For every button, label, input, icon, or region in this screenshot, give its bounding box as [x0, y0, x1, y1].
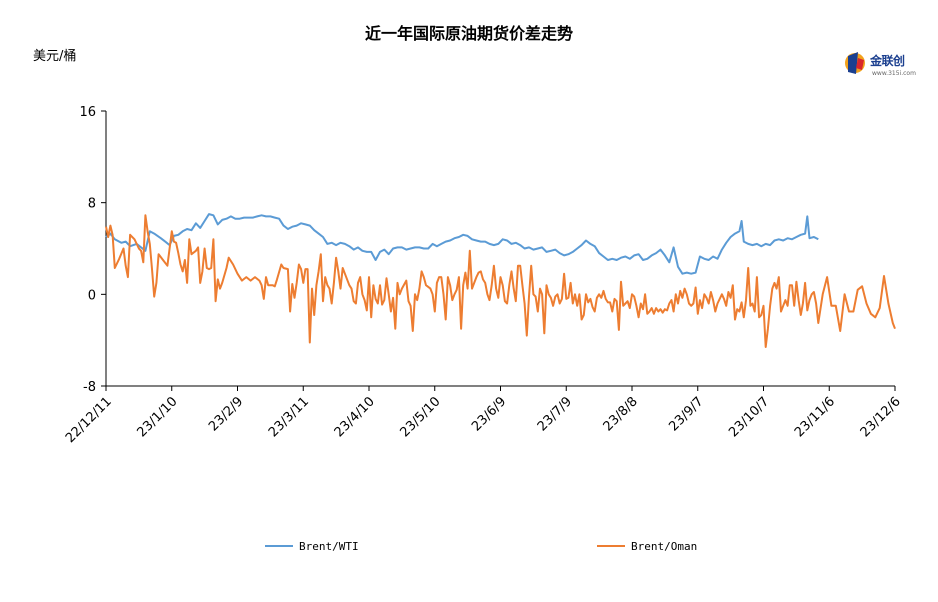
y-tick-label: 16: [79, 105, 96, 120]
legend-item-brent-oman: Brent/Oman: [597, 538, 697, 554]
x-tick-label: 23/1/10: [135, 394, 181, 440]
x-tick-label: 23/6/9: [469, 394, 509, 434]
legend-swatch-brent-wti: [265, 545, 293, 547]
x-tick-label: 23/12/6: [858, 394, 904, 440]
y-tick-label: 0: [88, 288, 96, 303]
logo-text: 金联创: [870, 54, 905, 68]
y-tick-label: -8: [83, 380, 96, 395]
x-tick-label: 22/12/11: [63, 394, 115, 446]
y-axis-unit-label: 美元/桶: [33, 49, 77, 64]
x-tick-label: 23/8/8: [601, 394, 641, 434]
y-tick-label: 8: [88, 197, 96, 212]
legend-item-brent-wti: Brent/WTI: [265, 538, 359, 554]
x-tick-label: 23/10/7: [726, 394, 772, 440]
x-tick-label: 23/3/11: [266, 394, 312, 440]
logo-url: www.315i.com: [872, 70, 916, 77]
x-tick-label: 23/4/10: [332, 394, 378, 440]
x-tick-label: 23/2/9: [206, 394, 246, 434]
x-tick-label: 23/9/7: [666, 394, 706, 434]
x-tick-label: 23/7/9: [535, 394, 575, 434]
legend-label-brent-oman: Brent/Oman: [631, 539, 698, 553]
x-tick-label: 23/5/10: [398, 394, 444, 440]
series-line-brent-oman: [105, 214, 896, 348]
legend-swatch-brent-oman: [597, 545, 625, 547]
x-tick-label: 23/11/6: [792, 394, 838, 440]
series-line-brent-wti: [105, 213, 819, 275]
legend-label-brent-wti: Brent/WTI: [299, 539, 359, 553]
brand-logo: 金联创 www.315i.com: [844, 48, 918, 82]
logo-mark-icon: [845, 52, 865, 74]
chart-title: 近一年国际原油期货价差走势: [364, 24, 573, 43]
